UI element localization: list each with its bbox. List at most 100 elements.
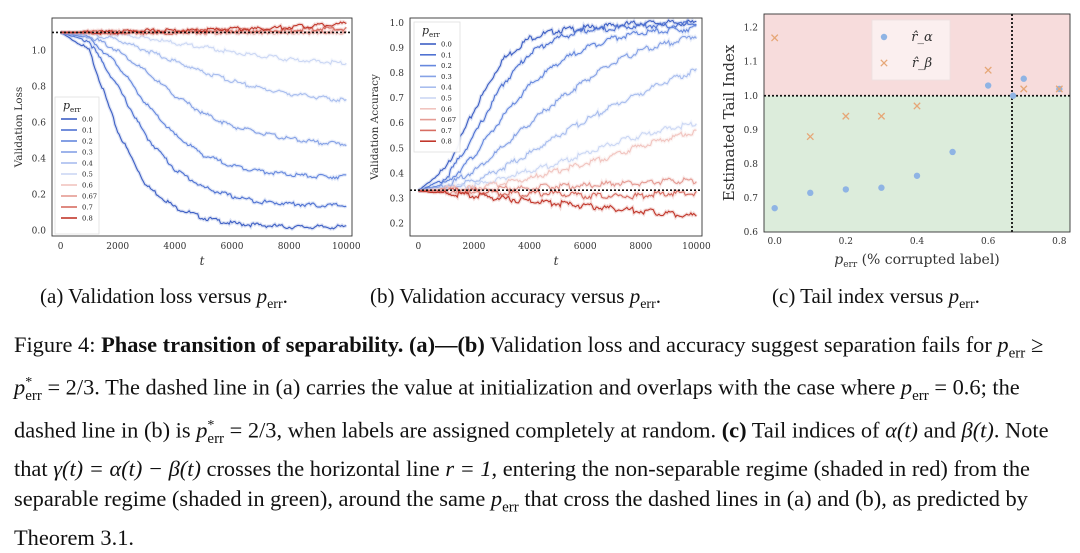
caption-p3: p — [196, 417, 208, 443]
x-tick-label: 8000 — [629, 242, 652, 252]
y-tick-label: 0.9 — [390, 44, 405, 54]
subcaption-c-var: p — [948, 284, 960, 308]
point-r-beta — [1055, 85, 1063, 93]
x-tick-label: 6000 — [221, 242, 244, 252]
caption-p2-sub: err — [912, 388, 929, 405]
caption-r: r = 1 — [445, 456, 492, 482]
legend-label: 0.6 — [82, 182, 93, 190]
subcaption-c-end: . — [974, 284, 980, 308]
series-line-0.3 — [60, 31, 347, 147]
subcaption-b-text: (b) Validation accuracy versus — [370, 284, 630, 308]
legend-label: 0.8 — [441, 138, 452, 146]
x-tick-label: 2000 — [106, 242, 129, 252]
caption-line4-bold: (c) — [721, 417, 747, 443]
y-tick-label: 0.8 — [390, 69, 405, 79]
caption-gamma: γ(t) = α(t) − β(t) — [53, 456, 201, 482]
point-r-beta — [984, 66, 992, 74]
y-tick-label: 0.4 — [390, 169, 405, 179]
point-r-beta — [806, 132, 814, 141]
caption-line2b: . The dashed line in (a) carries the val… — [94, 374, 758, 400]
x-tick-label: 10000 — [682, 242, 711, 252]
caption-line4d: crosses the horizontal — [200, 456, 401, 482]
series-line-0.6 — [418, 129, 697, 192]
x-tick-label: 0.4 — [910, 237, 925, 247]
caption-p2: p — [900, 374, 913, 400]
x-tick-label: 0.2 — [839, 237, 853, 247]
point-r-beta — [877, 112, 886, 120]
subcaption-b-end: . — [655, 284, 661, 308]
y-axis-label: Validation Accuracy — [369, 74, 381, 181]
series-line-0.1 — [60, 31, 347, 208]
caption-line4a: at random. — [620, 417, 722, 443]
caption-p-sub: err — [1008, 345, 1026, 362]
legend-label: 0.4 — [441, 84, 452, 92]
point-r-alpha — [878, 184, 885, 191]
series-line-0.2 — [60, 32, 347, 180]
legend-label: 0.3 — [82, 149, 93, 157]
point-r-alpha — [984, 82, 992, 89]
y-tick-label: 0.9 — [744, 126, 759, 136]
y-tick-label: 0.8 — [744, 160, 759, 170]
y-tick-label: 0.7 — [744, 194, 759, 204]
point-r-beta — [913, 102, 921, 110]
caption-prefix: Figure 4: — [14, 332, 102, 357]
legend-label: 0.67 — [441, 116, 456, 124]
y-tick-label: 0.3 — [390, 194, 405, 204]
caption-beta: β(t) — [961, 417, 994, 443]
caption-p3-sub: err — [207, 431, 225, 448]
x-tick-label: 0.8 — [1052, 237, 1067, 247]
legend-label: 0.1 — [82, 127, 93, 135]
point-r-alpha — [842, 186, 850, 193]
x-axis-label: t — [554, 254, 559, 268]
series-line-0.4 — [60, 31, 347, 103]
legend-label: 0.3 — [441, 73, 452, 81]
point-r-beta — [1020, 85, 1028, 93]
series-line-0.0 — [60, 31, 347, 230]
subcaption-b-var: p — [629, 284, 641, 308]
point-r-alpha — [771, 204, 778, 212]
x-tick-label: 2000 — [463, 242, 486, 252]
x-tick-label: 8000 — [278, 242, 301, 252]
x-tick-label: 0 — [58, 242, 64, 252]
plot-area — [51, 17, 353, 237]
legend-label: 0.2 — [82, 138, 93, 146]
point-r-beta — [842, 112, 850, 120]
legend-marker-beta — [880, 59, 888, 67]
y-tick-label: 0.7 — [390, 94, 405, 104]
series-line-0.1 — [418, 20, 697, 192]
point-r-alpha — [1009, 92, 1017, 99]
y-axis-label: Validation Loss — [13, 87, 25, 169]
caption-line1: Validation loss and accuracy suggest sep… — [484, 332, 916, 357]
y-axis-label: Estimated Tail Index — [720, 44, 738, 201]
caption-line6a: green), around the same — [270, 486, 491, 512]
caption-sub2: err — [25, 388, 42, 405]
subcaption-c-text: (c) Tail index versus — [772, 284, 949, 308]
caption-line3c: , when labels are assigned completely — [276, 417, 615, 443]
caption-p4: p — [490, 486, 503, 512]
point-r-alpha — [807, 189, 814, 197]
caption-star2: * — [207, 418, 215, 434]
subcaption-a: (a) Validation loss versus perr. — [40, 284, 288, 313]
x-tick-label: 0.6 — [981, 237, 996, 247]
legend-label: 0.0 — [441, 41, 452, 49]
caption-line2a: fails for — [921, 332, 998, 357]
caption-line3a: the case where — [763, 374, 901, 400]
point-r-beta — [771, 34, 779, 42]
subcaption-a-text: (a) Validation loss versus — [40, 284, 257, 308]
legend-label: 0.6 — [441, 105, 452, 113]
legend-label: 0.7 — [441, 127, 452, 135]
x-tick-label: 6000 — [574, 242, 597, 252]
caption-p4-sub: err — [502, 499, 519, 516]
subcaption-a-end: . — [282, 284, 288, 308]
point-r-alpha — [949, 148, 956, 156]
series-line-0.7 — [60, 26, 347, 36]
validation-loss-chart: 0 2000 4000 6000 8000 10000 0.0 0.2 0.4 0.6 0.8 1.0… — [13, 17, 360, 268]
y-tick-label: 0.8 — [32, 82, 47, 92]
figure-caption: Figure 4: Phase transition of separabili… — [14, 330, 1070, 553]
x-axis-label: t — [200, 254, 205, 268]
y-tick-label: 0.6 — [744, 228, 759, 238]
series-line-0.5 — [418, 121, 697, 192]
y-tick-label: 1.0 — [32, 46, 47, 56]
series-line-0.3 — [418, 35, 697, 192]
subcaption-c: (c) Tail index versus perr. — [772, 284, 980, 313]
